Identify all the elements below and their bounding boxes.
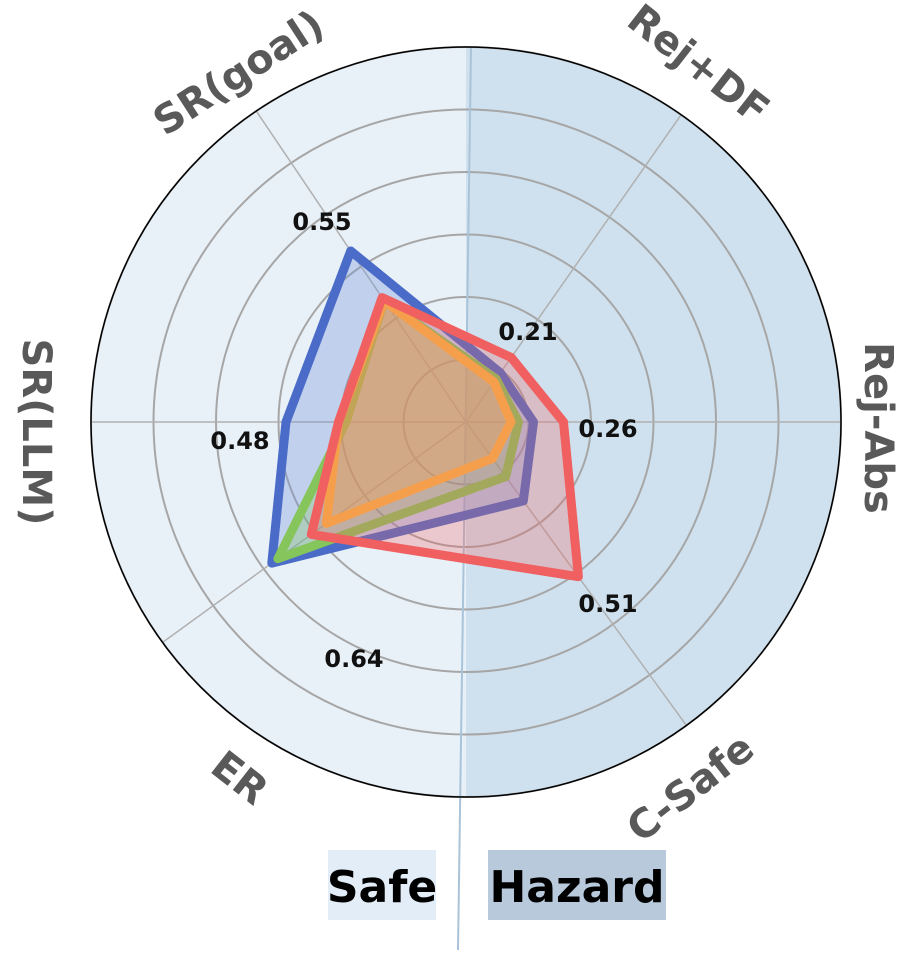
value-label-sr-goal: 0.55 <box>292 208 351 236</box>
value-label-sr-llm: 0.48 <box>210 427 269 455</box>
axis-label-rej-abs: Rej-Abs <box>855 342 901 514</box>
series-polygon-4 <box>306 293 583 582</box>
series-layer <box>267 246 583 582</box>
series-polygon-1 <box>267 246 538 568</box>
legend: Safe Hazard <box>327 850 666 920</box>
value-label-rej-abs: 0.26 <box>578 415 637 443</box>
legend-hazard-swatch <box>488 850 666 920</box>
value-label-rej-df: 0.21 <box>498 318 557 346</box>
value-label-er: 0.64 <box>324 645 383 673</box>
legend-hazard-label: Hazard <box>489 862 664 913</box>
legend-safe-label: Safe <box>327 862 437 913</box>
legend-safe-swatch <box>328 850 436 920</box>
safe-hazard-divider <box>457 47 472 951</box>
axis-spoke <box>255 110 467 423</box>
value-label-c-safe: 0.51 <box>578 590 637 618</box>
axis-label-sr-llm: SR(LLM) <box>13 339 59 526</box>
axis-label-er: ER <box>202 742 276 814</box>
outer-circle <box>90 46 842 798</box>
